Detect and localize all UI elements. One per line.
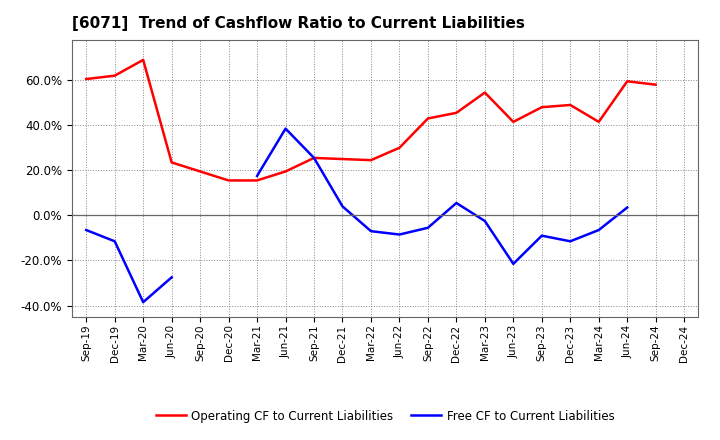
Operating CF to Current Liabilities bbox=[423, 116, 432, 121]
Operating CF to Current Liabilities bbox=[366, 158, 375, 163]
Line: Free CF to Current Liabilities: Free CF to Current Liabilities bbox=[86, 230, 171, 302]
Operating CF to Current Liabilities bbox=[338, 156, 347, 161]
Legend: Operating CF to Current Liabilities, Free CF to Current Liabilities: Operating CF to Current Liabilities, Fre… bbox=[151, 405, 619, 427]
Operating CF to Current Liabilities bbox=[253, 178, 261, 183]
Free CF to Current Liabilities bbox=[82, 227, 91, 233]
Operating CF to Current Liabilities bbox=[196, 169, 204, 174]
Operating CF to Current Liabilities bbox=[652, 82, 660, 87]
Line: Operating CF to Current Liabilities: Operating CF to Current Liabilities bbox=[86, 60, 656, 180]
Free CF to Current Liabilities bbox=[139, 300, 148, 305]
Operating CF to Current Liabilities bbox=[480, 90, 489, 95]
Free CF to Current Liabilities bbox=[110, 238, 119, 244]
Operating CF to Current Liabilities bbox=[82, 77, 91, 82]
Operating CF to Current Liabilities bbox=[452, 110, 461, 115]
Operating CF to Current Liabilities bbox=[537, 105, 546, 110]
Operating CF to Current Liabilities bbox=[282, 169, 290, 174]
Operating CF to Current Liabilities bbox=[566, 103, 575, 108]
Operating CF to Current Liabilities bbox=[595, 119, 603, 125]
Text: [6071]  Trend of Cashflow Ratio to Current Liabilities: [6071] Trend of Cashflow Ratio to Curren… bbox=[72, 16, 525, 32]
Operating CF to Current Liabilities bbox=[623, 79, 631, 84]
Operating CF to Current Liabilities bbox=[310, 155, 318, 161]
Operating CF to Current Liabilities bbox=[139, 57, 148, 62]
Operating CF to Current Liabilities bbox=[395, 145, 404, 150]
Operating CF to Current Liabilities bbox=[225, 178, 233, 183]
Operating CF to Current Liabilities bbox=[167, 160, 176, 165]
Operating CF to Current Liabilities bbox=[509, 119, 518, 125]
Free CF to Current Liabilities bbox=[167, 275, 176, 280]
Operating CF to Current Liabilities bbox=[110, 73, 119, 78]
